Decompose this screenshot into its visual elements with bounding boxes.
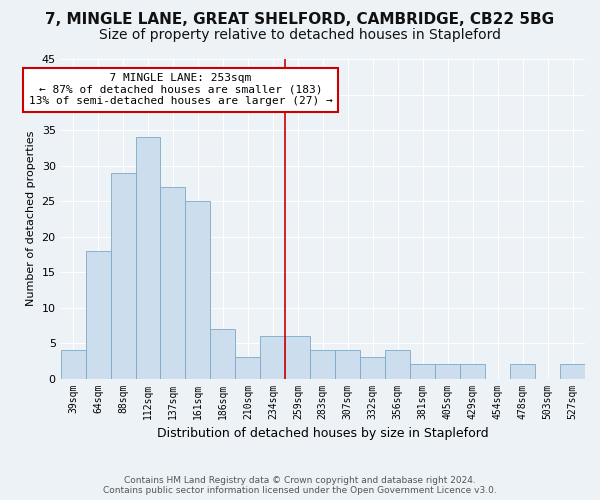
Bar [86, 250, 110, 378]
Text: 7, MINGLE LANE, GREAT SHELFORD, CAMBRIDGE, CB22 5BG: 7, MINGLE LANE, GREAT SHELFORD, CAMBRIDG… [46, 12, 554, 28]
Bar [435, 364, 460, 378]
Bar [560, 364, 585, 378]
Text: 7 MINGLE LANE: 253sqm  
← 87% of detached houses are smaller (183)
13% of semi-d: 7 MINGLE LANE: 253sqm ← 87% of detached … [29, 73, 332, 106]
Text: Size of property relative to detached houses in Stapleford: Size of property relative to detached ho… [99, 28, 501, 42]
X-axis label: Distribution of detached houses by size in Stapleford: Distribution of detached houses by size … [157, 427, 488, 440]
Bar [410, 364, 435, 378]
Bar [260, 336, 286, 378]
Bar [335, 350, 360, 378]
Bar [61, 350, 86, 378]
Bar [185, 201, 211, 378]
Bar [110, 172, 136, 378]
Bar [136, 137, 160, 378]
Bar [460, 364, 485, 378]
Bar [286, 336, 310, 378]
Bar [510, 364, 535, 378]
Y-axis label: Number of detached properties: Number of detached properties [26, 131, 36, 306]
Bar [310, 350, 335, 378]
Bar [360, 358, 385, 378]
Bar [235, 358, 260, 378]
Bar [385, 350, 410, 378]
Bar [160, 187, 185, 378]
Bar [211, 329, 235, 378]
Text: Contains HM Land Registry data © Crown copyright and database right 2024.
Contai: Contains HM Land Registry data © Crown c… [103, 476, 497, 495]
